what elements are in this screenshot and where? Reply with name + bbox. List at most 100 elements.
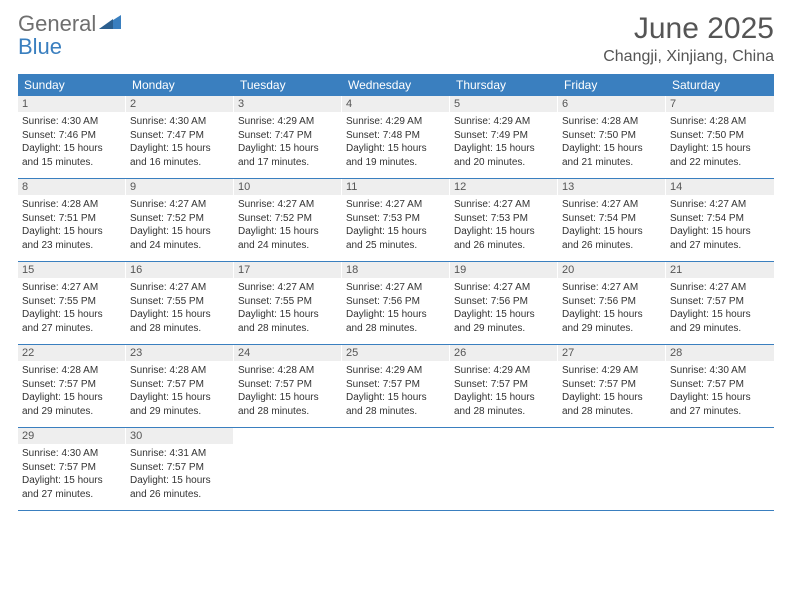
sunset-text: Sunset: 7:53 PM bbox=[346, 212, 446, 226]
day-number: 15 bbox=[18, 262, 126, 278]
day-body: Sunrise: 4:27 AMSunset: 7:56 PMDaylight:… bbox=[558, 278, 666, 339]
day-number: 7 bbox=[666, 96, 774, 112]
daylight-text: Daylight: 15 hours and 23 minutes. bbox=[22, 225, 122, 252]
day-number: 20 bbox=[558, 262, 666, 278]
day-cell: 23Sunrise: 4:28 AMSunset: 7:57 PMDayligh… bbox=[126, 345, 234, 427]
sunset-text: Sunset: 7:47 PM bbox=[238, 129, 338, 143]
day-cell: 13Sunrise: 4:27 AMSunset: 7:54 PMDayligh… bbox=[558, 179, 666, 261]
sunrise-text: Sunrise: 4:29 AM bbox=[346, 115, 446, 129]
sunset-text: Sunset: 7:50 PM bbox=[562, 129, 662, 143]
sunset-text: Sunset: 7:55 PM bbox=[22, 295, 122, 309]
day-body: Sunrise: 4:29 AMSunset: 7:57 PMDaylight:… bbox=[558, 361, 666, 422]
sunrise-text: Sunrise: 4:30 AM bbox=[130, 115, 230, 129]
sunrise-text: Sunrise: 4:27 AM bbox=[130, 281, 230, 295]
calendar: SundayMondayTuesdayWednesdayThursdayFrid… bbox=[18, 74, 774, 511]
weeks-container: 1Sunrise: 4:30 AMSunset: 7:46 PMDaylight… bbox=[18, 96, 774, 511]
sunrise-text: Sunrise: 4:28 AM bbox=[22, 364, 122, 378]
sunset-text: Sunset: 7:47 PM bbox=[130, 129, 230, 143]
day-header: Monday bbox=[126, 74, 234, 96]
week-row: 22Sunrise: 4:28 AMSunset: 7:57 PMDayligh… bbox=[18, 345, 774, 428]
day-number: 1 bbox=[18, 96, 126, 112]
day-number: 10 bbox=[234, 179, 342, 195]
day-body: Sunrise: 4:27 AMSunset: 7:52 PMDaylight:… bbox=[234, 195, 342, 256]
day-cell: 27Sunrise: 4:29 AMSunset: 7:57 PMDayligh… bbox=[558, 345, 666, 427]
day-cell: 10Sunrise: 4:27 AMSunset: 7:52 PMDayligh… bbox=[234, 179, 342, 261]
day-cell: 14Sunrise: 4:27 AMSunset: 7:54 PMDayligh… bbox=[666, 179, 774, 261]
day-cell: 16Sunrise: 4:27 AMSunset: 7:55 PMDayligh… bbox=[126, 262, 234, 344]
day-cell: 22Sunrise: 4:28 AMSunset: 7:57 PMDayligh… bbox=[18, 345, 126, 427]
empty-cell bbox=[666, 428, 774, 510]
day-number: 28 bbox=[666, 345, 774, 361]
sunset-text: Sunset: 7:57 PM bbox=[670, 378, 770, 392]
day-number: 5 bbox=[450, 96, 558, 112]
sunrise-text: Sunrise: 4:29 AM bbox=[238, 115, 338, 129]
day-number: 13 bbox=[558, 179, 666, 195]
sunrise-text: Sunrise: 4:30 AM bbox=[670, 364, 770, 378]
sunset-text: Sunset: 7:49 PM bbox=[454, 129, 554, 143]
sunrise-text: Sunrise: 4:28 AM bbox=[130, 364, 230, 378]
day-cell: 5Sunrise: 4:29 AMSunset: 7:49 PMDaylight… bbox=[450, 96, 558, 178]
day-body: Sunrise: 4:28 AMSunset: 7:50 PMDaylight:… bbox=[666, 112, 774, 173]
daylight-text: Daylight: 15 hours and 26 minutes. bbox=[454, 225, 554, 252]
daylight-text: Daylight: 15 hours and 29 minutes. bbox=[130, 391, 230, 418]
sunrise-text: Sunrise: 4:27 AM bbox=[562, 281, 662, 295]
sunrise-text: Sunrise: 4:28 AM bbox=[670, 115, 770, 129]
sunset-text: Sunset: 7:57 PM bbox=[346, 378, 446, 392]
daylight-text: Daylight: 15 hours and 29 minutes. bbox=[562, 308, 662, 335]
sunset-text: Sunset: 7:48 PM bbox=[346, 129, 446, 143]
day-body: Sunrise: 4:28 AMSunset: 7:51 PMDaylight:… bbox=[18, 195, 126, 256]
day-header: Friday bbox=[558, 74, 666, 96]
day-cell: 19Sunrise: 4:27 AMSunset: 7:56 PMDayligh… bbox=[450, 262, 558, 344]
day-cell: 7Sunrise: 4:28 AMSunset: 7:50 PMDaylight… bbox=[666, 96, 774, 178]
sunrise-text: Sunrise: 4:27 AM bbox=[562, 198, 662, 212]
day-cell: 26Sunrise: 4:29 AMSunset: 7:57 PMDayligh… bbox=[450, 345, 558, 427]
day-number: 22 bbox=[18, 345, 126, 361]
daylight-text: Daylight: 15 hours and 28 minutes. bbox=[238, 308, 338, 335]
day-cell: 8Sunrise: 4:28 AMSunset: 7:51 PMDaylight… bbox=[18, 179, 126, 261]
day-number: 19 bbox=[450, 262, 558, 278]
sunrise-text: Sunrise: 4:28 AM bbox=[22, 198, 122, 212]
daylight-text: Daylight: 15 hours and 26 minutes. bbox=[130, 474, 230, 501]
day-body: Sunrise: 4:27 AMSunset: 7:53 PMDaylight:… bbox=[342, 195, 450, 256]
sunset-text: Sunset: 7:57 PM bbox=[130, 378, 230, 392]
daylight-text: Daylight: 15 hours and 28 minutes. bbox=[454, 391, 554, 418]
sunrise-text: Sunrise: 4:30 AM bbox=[22, 447, 122, 461]
day-cell: 17Sunrise: 4:27 AMSunset: 7:55 PMDayligh… bbox=[234, 262, 342, 344]
day-header: Wednesday bbox=[342, 74, 450, 96]
sunrise-text: Sunrise: 4:27 AM bbox=[346, 198, 446, 212]
logo: GeneralBlue bbox=[18, 12, 123, 58]
sunrise-text: Sunrise: 4:29 AM bbox=[454, 115, 554, 129]
sunset-text: Sunset: 7:53 PM bbox=[454, 212, 554, 226]
daylight-text: Daylight: 15 hours and 28 minutes. bbox=[130, 308, 230, 335]
daylight-text: Daylight: 15 hours and 26 minutes. bbox=[562, 225, 662, 252]
day-cell: 24Sunrise: 4:28 AMSunset: 7:57 PMDayligh… bbox=[234, 345, 342, 427]
day-body: Sunrise: 4:27 AMSunset: 7:55 PMDaylight:… bbox=[18, 278, 126, 339]
day-body: Sunrise: 4:27 AMSunset: 7:57 PMDaylight:… bbox=[666, 278, 774, 339]
day-number: 24 bbox=[234, 345, 342, 361]
day-number: 29 bbox=[18, 428, 126, 444]
day-body: Sunrise: 4:29 AMSunset: 7:48 PMDaylight:… bbox=[342, 112, 450, 173]
day-cell: 3Sunrise: 4:29 AMSunset: 7:47 PMDaylight… bbox=[234, 96, 342, 178]
sunset-text: Sunset: 7:50 PM bbox=[670, 129, 770, 143]
day-body: Sunrise: 4:27 AMSunset: 7:55 PMDaylight:… bbox=[234, 278, 342, 339]
day-body: Sunrise: 4:30 AMSunset: 7:57 PMDaylight:… bbox=[666, 361, 774, 422]
empty-cell bbox=[450, 428, 558, 510]
day-body: Sunrise: 4:29 AMSunset: 7:49 PMDaylight:… bbox=[450, 112, 558, 173]
day-body: Sunrise: 4:30 AMSunset: 7:46 PMDaylight:… bbox=[18, 112, 126, 173]
day-body: Sunrise: 4:27 AMSunset: 7:56 PMDaylight:… bbox=[450, 278, 558, 339]
daylight-text: Daylight: 15 hours and 27 minutes. bbox=[670, 391, 770, 418]
daylight-text: Daylight: 15 hours and 25 minutes. bbox=[346, 225, 446, 252]
sunset-text: Sunset: 7:51 PM bbox=[22, 212, 122, 226]
daylight-text: Daylight: 15 hours and 20 minutes. bbox=[454, 142, 554, 169]
daylight-text: Daylight: 15 hours and 28 minutes. bbox=[562, 391, 662, 418]
sunrise-text: Sunrise: 4:27 AM bbox=[22, 281, 122, 295]
week-row: 29Sunrise: 4:30 AMSunset: 7:57 PMDayligh… bbox=[18, 428, 774, 511]
day-body: Sunrise: 4:28 AMSunset: 7:50 PMDaylight:… bbox=[558, 112, 666, 173]
week-row: 8Sunrise: 4:28 AMSunset: 7:51 PMDaylight… bbox=[18, 179, 774, 262]
page-header: GeneralBlue June 2025 Changji, Xinjiang,… bbox=[18, 12, 774, 66]
sunrise-text: Sunrise: 4:28 AM bbox=[238, 364, 338, 378]
week-row: 1Sunrise: 4:30 AMSunset: 7:46 PMDaylight… bbox=[18, 96, 774, 179]
daylight-text: Daylight: 15 hours and 28 minutes. bbox=[346, 308, 446, 335]
day-body: Sunrise: 4:27 AMSunset: 7:54 PMDaylight:… bbox=[666, 195, 774, 256]
day-number: 18 bbox=[342, 262, 450, 278]
